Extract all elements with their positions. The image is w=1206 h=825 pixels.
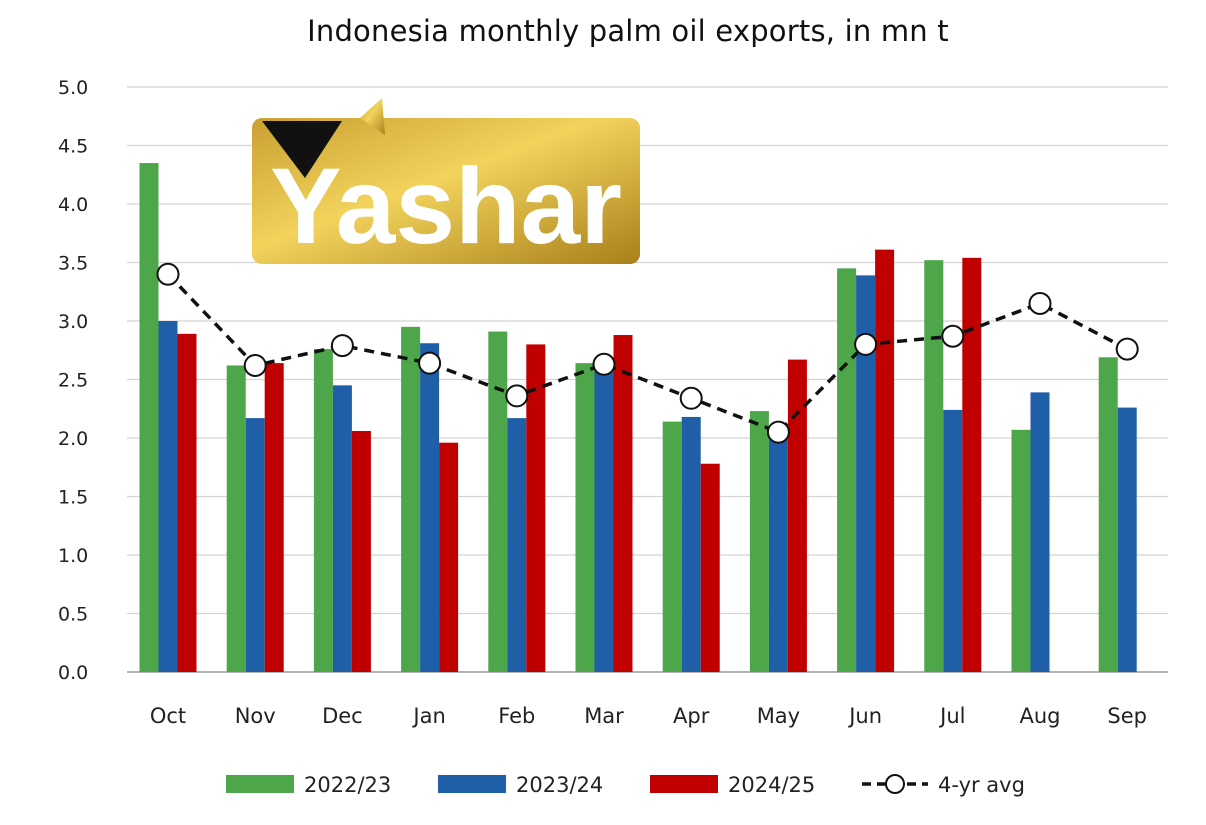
bar-2022-23-sep	[1098, 357, 1118, 672]
y-tick-label: 4.5	[58, 136, 88, 158]
bar-2023-24-jun	[856, 275, 876, 672]
bar-2023-24-apr	[681, 416, 701, 672]
bar-2023-24-jan	[420, 343, 440, 672]
y-axis-ticks: 0.0 0.5 1.0 1.5 2.0 2.5 3.0 3.5 4.0 4.5 5.0	[58, 77, 88, 684]
bar-2022-23-aug	[1011, 429, 1031, 672]
y-tick-label: 3.0	[58, 311, 88, 333]
logo-background	[252, 118, 640, 264]
x-tick-label: Dec	[322, 704, 363, 728]
bar-2024-25-may	[787, 359, 807, 672]
legend-swatch-2023-24	[438, 775, 506, 793]
bar-2022-23-jul	[924, 260, 944, 672]
bar-2024-25-nov	[264, 363, 284, 672]
bar-2023-24-jul	[943, 409, 963, 672]
bar-2022-23-mar	[575, 363, 595, 672]
x-tick-label: Nov	[235, 704, 276, 728]
bar-2022-23-feb	[488, 331, 508, 672]
avg-point-jul	[941, 324, 965, 348]
bar-2023-24-dec	[332, 385, 352, 672]
bar-2024-25-jan	[439, 442, 459, 672]
bar-2023-24-oct	[158, 321, 178, 672]
y-tick-label: 2.5	[58, 370, 88, 392]
y-tick-label: 0.0	[58, 662, 88, 684]
x-tick-label: Oct	[150, 704, 186, 728]
bar-2024-25-mar	[613, 335, 633, 672]
bar-2023-24-mar	[594, 365, 614, 672]
yashar-logo: Yashar	[252, 98, 640, 266]
x-tick-label: Jun	[847, 704, 882, 728]
bar-2024-25-apr	[700, 463, 720, 672]
logo-triangle	[262, 121, 342, 178]
bars	[139, 163, 1137, 673]
bar-2024-25-jun	[875, 249, 895, 672]
avg-point-may	[766, 420, 790, 444]
avg-point-apr	[679, 386, 703, 410]
legend-label: 2022/23	[304, 773, 391, 797]
x-tick-label: Jan	[411, 704, 445, 728]
avg-point-nov	[243, 353, 267, 377]
legend-label: 4-yr avg	[938, 773, 1025, 797]
logo-text: Yashar	[270, 145, 622, 266]
bar-2024-25-dec	[351, 430, 371, 672]
bar-2022-23-oct	[139, 163, 159, 673]
avg-point-mar	[592, 352, 616, 376]
legend-swatch-2024-25	[650, 775, 718, 793]
bar-2022-23-jan	[401, 326, 421, 672]
y-tick-label: 0.5	[58, 604, 88, 626]
x-axis-labels: Oct Nov Dec Jan Feb Mar Apr May Jun Jul Aug Sep	[150, 704, 1147, 728]
x-tick-label: Mar	[584, 704, 624, 728]
logo-spike	[360, 98, 385, 135]
x-tick-label: Apr	[673, 704, 710, 728]
legend-label: 2024/25	[728, 773, 815, 797]
avg-point-feb	[505, 384, 529, 408]
avg-point-jan	[418, 351, 442, 375]
y-tick-label: 5.0	[58, 77, 88, 99]
avg-point-aug	[1028, 291, 1052, 315]
x-tick-label: May	[757, 704, 800, 728]
bar-2022-23-nov	[226, 365, 246, 672]
bar-2024-25-jul	[962, 257, 982, 672]
avg-point-jun	[854, 332, 878, 356]
legend-swatch-2022-23	[226, 775, 294, 793]
bar-2023-24-sep	[1117, 407, 1137, 672]
y-tick-label: 2.0	[58, 428, 88, 450]
avg-point-sep	[1115, 337, 1139, 361]
bar-2022-23-may	[749, 411, 769, 672]
bar-2022-23-apr	[662, 421, 682, 672]
bar-2023-24-nov	[245, 418, 265, 672]
avg-line-path	[166, 272, 1129, 435]
y-tick-label: 3.5	[58, 253, 88, 275]
legend: 2022/23 2023/24 2024/25 4-yr avg	[226, 773, 1025, 797]
avg-line	[156, 262, 1139, 444]
x-tick-label: Feb	[498, 704, 535, 728]
bar-2023-24-may	[768, 438, 788, 672]
x-tick-label: Sep	[1107, 704, 1147, 728]
y-tick-label: 1.0	[58, 545, 88, 567]
x-tick-label: Aug	[1019, 704, 1060, 728]
bar-2023-24-feb	[507, 418, 527, 672]
y-tick-label: 4.0	[58, 194, 88, 216]
avg-point-oct	[156, 262, 180, 286]
bar-2022-23-jun	[837, 268, 857, 672]
avg-point-dec	[330, 334, 354, 358]
legend-label: 2023/24	[516, 773, 603, 797]
bar-2024-25-feb	[526, 344, 546, 672]
legend-swatch-avg-marker	[885, 774, 905, 794]
bar-2023-24-aug	[1030, 392, 1050, 672]
chart-title: Indonesia monthly palm oil exports, in m…	[307, 14, 949, 48]
x-tick-label: Jul	[938, 704, 965, 728]
bar-2022-23-dec	[313, 349, 333, 672]
y-tick-label: 1.5	[58, 487, 88, 509]
bar-2024-25-oct	[177, 333, 197, 672]
